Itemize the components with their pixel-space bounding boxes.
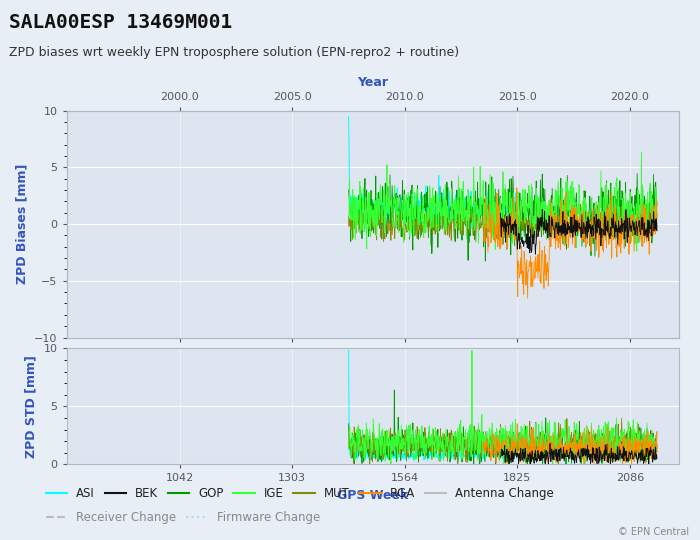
Legend: Receiver Change, Firmware Change: Receiver Change, Firmware Change	[41, 507, 325, 529]
Text: SALA00ESP 13469M001: SALA00ESP 13469M001	[9, 14, 232, 32]
Y-axis label: ZPD STD [mm]: ZPD STD [mm]	[25, 355, 38, 458]
Text: ZPD biases wrt weekly EPN troposphere solution (EPN-repro2 + routine): ZPD biases wrt weekly EPN troposphere so…	[9, 46, 459, 59]
X-axis label: Year: Year	[357, 76, 388, 89]
Text: © EPN Central: © EPN Central	[618, 527, 690, 537]
X-axis label: GPS Week: GPS Week	[337, 489, 408, 502]
Legend: ASI, BEK, GOP, IGE, MUT, RGA, Antenna Change: ASI, BEK, GOP, IGE, MUT, RGA, Antenna Ch…	[41, 482, 559, 504]
Y-axis label: ZPD Biases [mm]: ZPD Biases [mm]	[15, 164, 29, 284]
